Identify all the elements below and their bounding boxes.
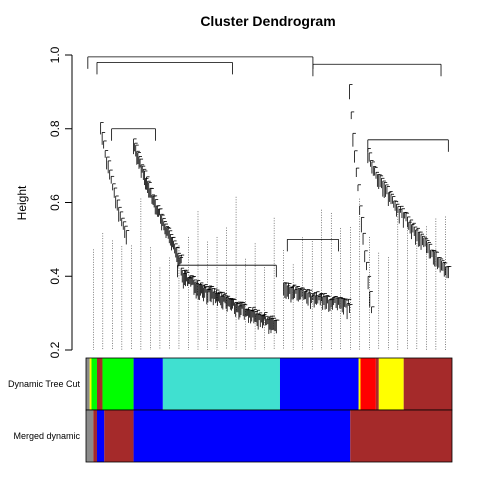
module-color-rows	[86, 358, 452, 462]
color-segment	[86, 410, 93, 462]
color-segment	[97, 410, 104, 462]
color-segment	[163, 358, 280, 410]
y-tick-label: 1.0	[48, 46, 62, 63]
color-segment	[90, 358, 92, 410]
color-segment	[376, 358, 379, 410]
color-segment	[86, 358, 90, 410]
row-label-merged-dynamic: Merged dynamic	[13, 431, 80, 441]
y-tick-label: 0.6	[48, 194, 62, 211]
row-label-dynamic-tree-cut: Dynamic Tree Cut	[8, 379, 81, 389]
turquoise-descent	[134, 139, 185, 268]
color-segment	[104, 410, 133, 462]
color-segment	[91, 358, 96, 410]
color-segment	[361, 358, 376, 410]
color-row-1	[86, 410, 452, 462]
leaf-lines	[93, 197, 445, 350]
color-segment	[350, 410, 452, 462]
color-segment	[97, 358, 102, 410]
y-tick-label: 0.2	[48, 341, 62, 358]
color-segment	[359, 358, 361, 410]
y-axis: 0.2 0.4 0.6 0.8 1.0	[48, 46, 72, 358]
red-descent	[350, 85, 375, 314]
y-axis-label: Height	[15, 185, 29, 220]
brown-descent	[368, 148, 452, 278]
color-row-0	[86, 358, 452, 410]
color-segment	[134, 358, 163, 410]
color-segment	[379, 358, 404, 410]
color-segment	[404, 358, 452, 410]
color-segment	[280, 358, 359, 410]
color-segment	[93, 410, 97, 462]
color-segment	[134, 410, 351, 462]
dendrogram-tree	[88, 57, 452, 334]
blue-tail	[284, 283, 353, 319]
y-tick-label: 0.4	[48, 268, 62, 285]
chart-title: Cluster Dendrogram	[200, 13, 335, 29]
color-segment	[102, 358, 133, 410]
y-tick-label: 0.8	[48, 120, 62, 137]
green-descent	[101, 122, 130, 244]
